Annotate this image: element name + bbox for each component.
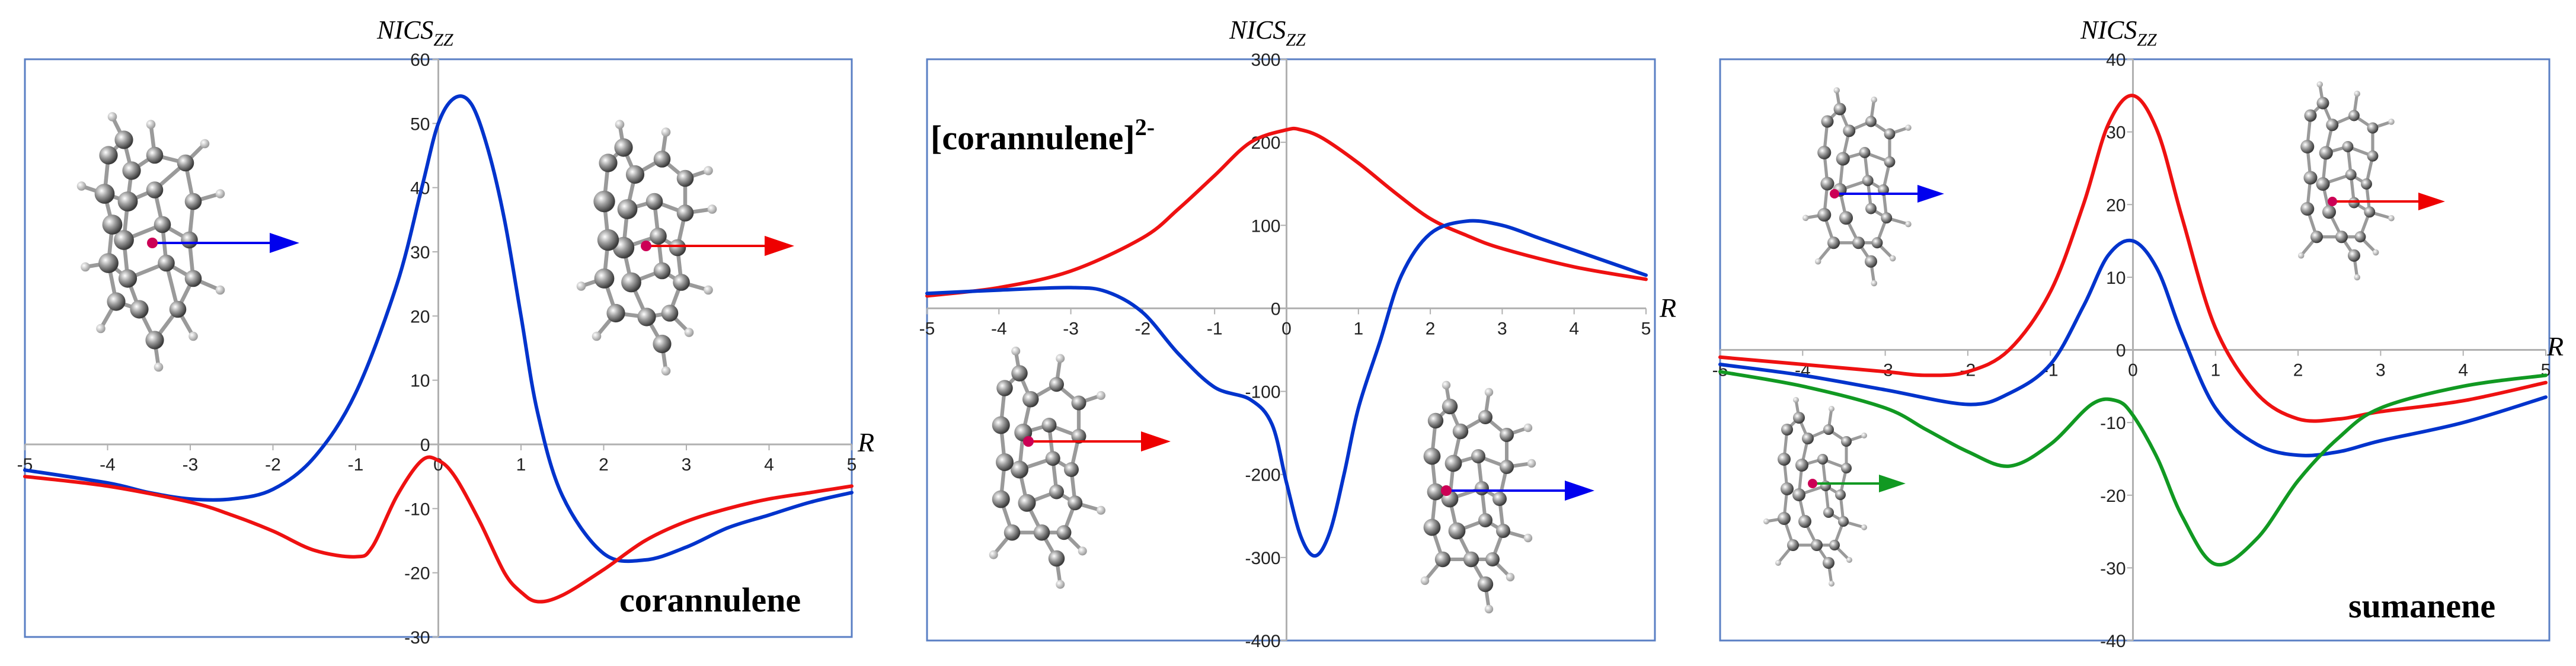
molecule-label: sumanene — [2348, 587, 2495, 625]
x-tick-label: 5 — [847, 455, 857, 475]
y-tick-label: -40 — [2100, 632, 2126, 651]
probe-arrow-blue — [1830, 185, 1944, 203]
x-tick-label: 4 — [1569, 319, 1579, 338]
y-tick-label: 20 — [410, 307, 430, 326]
series-line — [1718, 370, 2548, 567]
molecule-icon — [1802, 87, 1912, 287]
series-lines — [1718, 94, 2548, 567]
x-tick-label: 3 — [1497, 319, 1507, 338]
x-tick-label: 0 — [2128, 361, 2138, 380]
y-axis-label: NICSZZ — [1229, 15, 1306, 50]
y-tick-label: -200 — [1245, 466, 1280, 485]
y-tick-label: 10 — [2106, 268, 2126, 288]
y-tick-label: -300 — [1245, 549, 1280, 568]
molecule-icon — [1763, 397, 1867, 587]
x-tick-label: -1 — [348, 455, 364, 475]
series-line — [1718, 238, 2548, 457]
probe-arrow-blue — [147, 233, 299, 253]
molecule-icon — [1420, 380, 1536, 614]
y-tick-label: 20 — [2106, 196, 2126, 215]
y-tick-label: 30 — [410, 243, 430, 262]
series-lines — [925, 126, 1648, 558]
x-tick-label: 3 — [2376, 361, 2386, 380]
molecule-icon — [576, 120, 717, 376]
y-tick-label: 40 — [2106, 50, 2126, 70]
x-tick-label: -3 — [1063, 319, 1079, 338]
probe-arrow-red — [2328, 193, 2445, 210]
y-tick-label: 300 — [1251, 50, 1280, 70]
molecule-label: [corannulene]2- — [931, 114, 1155, 157]
x-tick-label: 1 — [2210, 361, 2220, 380]
y-tick-label: 60 — [410, 50, 430, 70]
molecule-label: corannulene — [619, 581, 801, 619]
y-tick-label: 100 — [1251, 216, 1280, 236]
y-tick-label: 0 — [1271, 299, 1281, 319]
molecule-icon — [989, 347, 1105, 589]
y-tick-label: -10 — [404, 500, 430, 519]
probe-arrow-green — [1808, 475, 1906, 492]
x-axis-label: R — [857, 427, 874, 457]
probe-arrow-blue — [1441, 481, 1594, 501]
y-tick-label: -20 — [2100, 486, 2126, 506]
y-axis-label: NICSZZ — [2080, 15, 2157, 50]
y-tick-label: -30 — [2100, 559, 2126, 578]
y-tick-label: -10 — [2100, 414, 2126, 433]
series-line — [23, 455, 854, 604]
x-tick-label: 5 — [1641, 319, 1651, 338]
x-axis-label: R — [1659, 293, 1676, 323]
x-tick-label: 3 — [682, 455, 692, 475]
x-tick-label: 2 — [2293, 361, 2303, 380]
panel-corannulene-dianion: -5 -4 -3 -2 -1 0 1 2 3 4 5-400-300-200-10001002003… — [919, 15, 1676, 651]
y-tick-label: 50 — [410, 114, 430, 134]
x-tick-label: 1 — [1353, 319, 1363, 338]
x-tick-label: 1 — [516, 455, 526, 475]
probe-arrow-red — [641, 236, 794, 256]
y-tick-label: 0 — [2116, 341, 2126, 361]
molecule-icon — [76, 112, 225, 372]
x-tick-label: -4 — [991, 319, 1007, 338]
x-tick-label: -1 — [1207, 319, 1223, 338]
x-axis-label: R — [2546, 331, 2564, 361]
y-axis-label: NICSZZ — [376, 15, 453, 50]
y-tick-label: 0 — [420, 436, 430, 455]
series-line — [925, 126, 1648, 298]
x-tick-label: -2 — [1135, 319, 1151, 338]
axes: -5 -4 -3 -2 -1 0 1 2 3 4 5-400-300-200-10001002003… — [919, 50, 1651, 651]
x-tick-label: -3 — [183, 455, 199, 475]
y-tick-label: 10 — [410, 372, 430, 391]
x-tick-label: -5 — [919, 319, 935, 338]
x-tick-label: 4 — [2458, 361, 2468, 380]
x-tick-label: 4 — [764, 455, 774, 475]
series-line — [1718, 94, 2548, 423]
molecule-icon — [2298, 81, 2395, 281]
series-lines — [23, 94, 854, 604]
series-line — [925, 219, 1648, 558]
probe-arrow-red — [1023, 431, 1171, 452]
x-tick-label: -2 — [265, 455, 281, 475]
series-line — [23, 94, 854, 563]
x-tick-label: 2 — [599, 455, 609, 475]
y-tick-label: -20 — [404, 564, 430, 584]
x-tick-label: -4 — [100, 455, 116, 475]
bowl-molecule — [76, 112, 225, 372]
x-tick-label: 2 — [1426, 319, 1436, 338]
y-tick-label: -400 — [1245, 632, 1280, 651]
y-tick-label: -30 — [404, 628, 430, 648]
x-tick-label: 0 — [1281, 319, 1292, 338]
